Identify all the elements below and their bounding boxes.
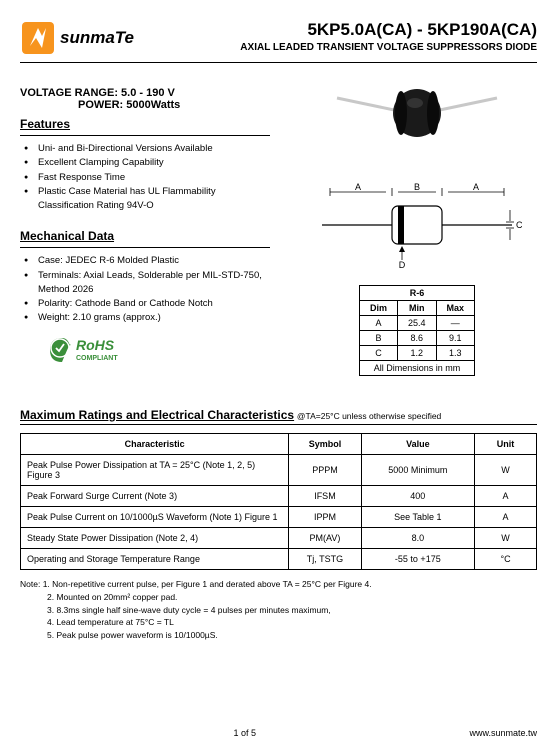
char-col: Characteristic bbox=[21, 434, 289, 455]
list-item: Uni- and Bi-Directional Versions Availab… bbox=[24, 142, 270, 156]
svg-text:C: C bbox=[516, 220, 522, 230]
notes-label: Note: bbox=[20, 579, 40, 589]
char-col: Symbol bbox=[289, 434, 361, 455]
logo: sunmaTe bbox=[20, 20, 134, 56]
table-row: C 1.2 1.3 bbox=[359, 346, 474, 361]
dim-header: R-6 bbox=[359, 286, 474, 301]
logo-icon bbox=[20, 20, 56, 56]
note-item: 4. Lead temperature at 75°C = TL bbox=[47, 616, 174, 629]
characteristics-table: Characteristic Symbol Value Unit Peak Pu… bbox=[20, 433, 537, 570]
list-item: Terminals: Axial Leads, Solderable per M… bbox=[24, 269, 270, 298]
mechanical-list: Case: JEDEC R-6 Molded Plastic Terminals… bbox=[20, 254, 270, 325]
svg-text:COMPLIANT: COMPLIANT bbox=[76, 355, 118, 362]
mechanical-heading: Mechanical Data bbox=[20, 229, 270, 243]
list-item: Case: JEDEC R-6 Molded Plastic bbox=[24, 254, 270, 268]
svg-text:A: A bbox=[473, 182, 479, 192]
svg-text:B: B bbox=[414, 182, 420, 192]
table-row: Operating and Storage Temperature Range … bbox=[21, 549, 537, 570]
list-item: Excellent Clamping Capability bbox=[24, 156, 270, 170]
voltage-label: VOLTAGE RANGE: bbox=[20, 87, 118, 99]
footer-url: www.sunmate.tw bbox=[469, 728, 537, 738]
max-ratings-note: @TA=25°C unless otherwise specified bbox=[297, 411, 441, 421]
svg-text:RoHS: RoHS bbox=[76, 337, 115, 353]
page-number: 1 of 5 bbox=[233, 728, 256, 738]
power-label: POWER: bbox=[78, 99, 123, 111]
dim-footer: All Dimensions in mm bbox=[359, 361, 474, 376]
brand-name: sunmaTe bbox=[60, 28, 134, 48]
char-col: Unit bbox=[475, 434, 537, 455]
dimensions-table: R-6 Dim Min Max A 25.4 — B 8.6 9.1 C 1.2… bbox=[359, 285, 475, 376]
table-row: Peak Forward Surge Current (Note 3) IFSM… bbox=[21, 486, 537, 507]
max-ratings-heading: Maximum Ratings and Electrical Character… bbox=[20, 408, 294, 422]
list-item: Plastic Case Material has UL Flammabilit… bbox=[24, 185, 270, 214]
table-row: Peak Pulse Current on 10/1000µS Waveform… bbox=[21, 507, 537, 528]
note-item: 5. Peak pulse power waveform is 10/1000µ… bbox=[47, 629, 218, 642]
list-item: Polarity: Cathode Band or Cathode Notch bbox=[24, 297, 270, 311]
table-row: A 25.4 — bbox=[359, 316, 474, 331]
list-item: Weight: 2.10 grams (approx.) bbox=[24, 311, 270, 325]
component-photo bbox=[297, 63, 537, 166]
svg-text:A: A bbox=[355, 182, 361, 192]
part-number: 5KP5.0A(CA) - 5KP190A(CA) bbox=[240, 20, 537, 40]
table-row: B 8.6 9.1 bbox=[359, 331, 474, 346]
note-item: 2. Mounted on 20mm² copper pad. bbox=[47, 591, 177, 604]
dim-col: Max bbox=[436, 301, 475, 316]
rohs-badge: RoHS COMPLIANT bbox=[46, 334, 270, 369]
power-value: 5000Watts bbox=[126, 99, 180, 111]
subtitle: AXIAL LEADED TRANSIENT VOLTAGE SUPPRESSO… bbox=[240, 42, 537, 53]
dim-col: Min bbox=[397, 301, 436, 316]
features-heading: Features bbox=[20, 117, 270, 131]
note-item: 3. 8.3ms single half sine-wave duty cycl… bbox=[47, 604, 331, 617]
char-col: Value bbox=[361, 434, 475, 455]
dimension-diagram: A B A C D bbox=[297, 180, 537, 273]
voltage-value: 5.0 - 190 V bbox=[121, 87, 175, 99]
svg-text:D: D bbox=[399, 260, 406, 270]
note-item: 1. Non-repetitive current pulse, per Fig… bbox=[43, 579, 372, 589]
table-row: Peak Pulse Power Dissipation at TA = 25°… bbox=[21, 455, 537, 486]
list-item: Fast Response Time bbox=[24, 171, 270, 185]
notes-section: Note: 1. Non-repetitive current pulse, p… bbox=[20, 578, 537, 642]
table-row: Steady State Power Dissipation (Note 2, … bbox=[21, 528, 537, 549]
features-list: Uni- and Bi-Directional Versions Availab… bbox=[20, 142, 270, 213]
dim-col: Dim bbox=[359, 301, 397, 316]
